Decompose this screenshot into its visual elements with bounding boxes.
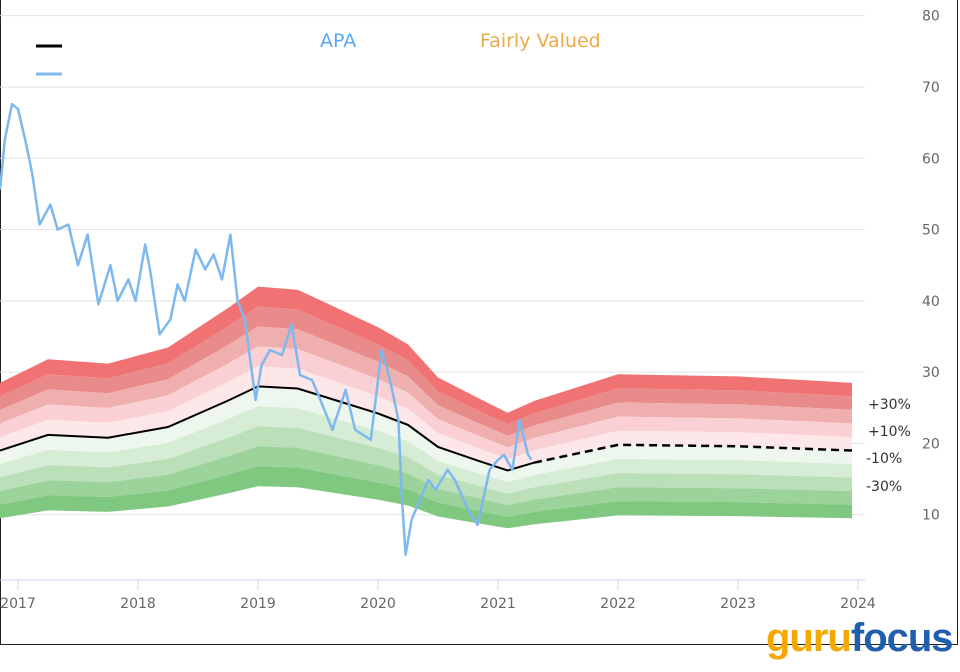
- band-label-minus30: -30%: [866, 479, 902, 495]
- y-tick-label: 50: [922, 223, 940, 239]
- gurufocus-logo: gurufocus: [766, 616, 954, 660]
- x-tick-label: 2021: [480, 596, 516, 612]
- band-label-minus10: -10%: [866, 451, 902, 467]
- valuation-band: [0, 446, 852, 517]
- x-tick-label: 2024: [840, 596, 876, 612]
- price-line-apa: [0, 102, 533, 556]
- valuation-band: [0, 426, 852, 506]
- y-tick-label: 60: [922, 151, 940, 167]
- y-tick-label: 40: [922, 294, 940, 310]
- valuation-band: [0, 346, 852, 459]
- valuation-band: [0, 386, 852, 483]
- y-tick-label: 20: [922, 436, 940, 452]
- legend: APA Fairly Valued: [36, 30, 601, 76]
- valuation-band: [0, 326, 852, 448]
- x-tick-label: 2017: [0, 596, 36, 612]
- fair-value-projection-line: [533, 443, 853, 464]
- y-tick-label: 70: [922, 80, 940, 96]
- valuation-band: [0, 306, 852, 436]
- x-tick-label: 2018: [120, 596, 156, 612]
- valuation-band: [0, 466, 852, 529]
- y-tick-label: 30: [922, 365, 940, 381]
- band-label-plus30: +30%: [868, 397, 911, 413]
- x-tick-label: 2019: [240, 596, 276, 612]
- x-tick-label: 2020: [360, 596, 396, 612]
- legend-item-apa[interactable]: APA: [320, 30, 356, 52]
- valuation-band: [0, 406, 852, 494]
- y-tick-label: 10: [922, 508, 940, 524]
- legend-item-fairly-valued[interactable]: Fairly Valued: [480, 30, 601, 52]
- valuation-band: [0, 286, 852, 425]
- x-tick-label: 2022: [600, 596, 636, 612]
- y-tick-label: 80: [922, 9, 940, 25]
- fair-value-line: [0, 385, 535, 472]
- logo-part-guru: guru: [766, 616, 852, 660]
- x-tick-label: 2023: [720, 596, 756, 612]
- chart-frame: [0, 0, 958, 645]
- logo-part-focus: focus: [850, 616, 954, 660]
- band-label-plus10: +10%: [868, 424, 911, 440]
